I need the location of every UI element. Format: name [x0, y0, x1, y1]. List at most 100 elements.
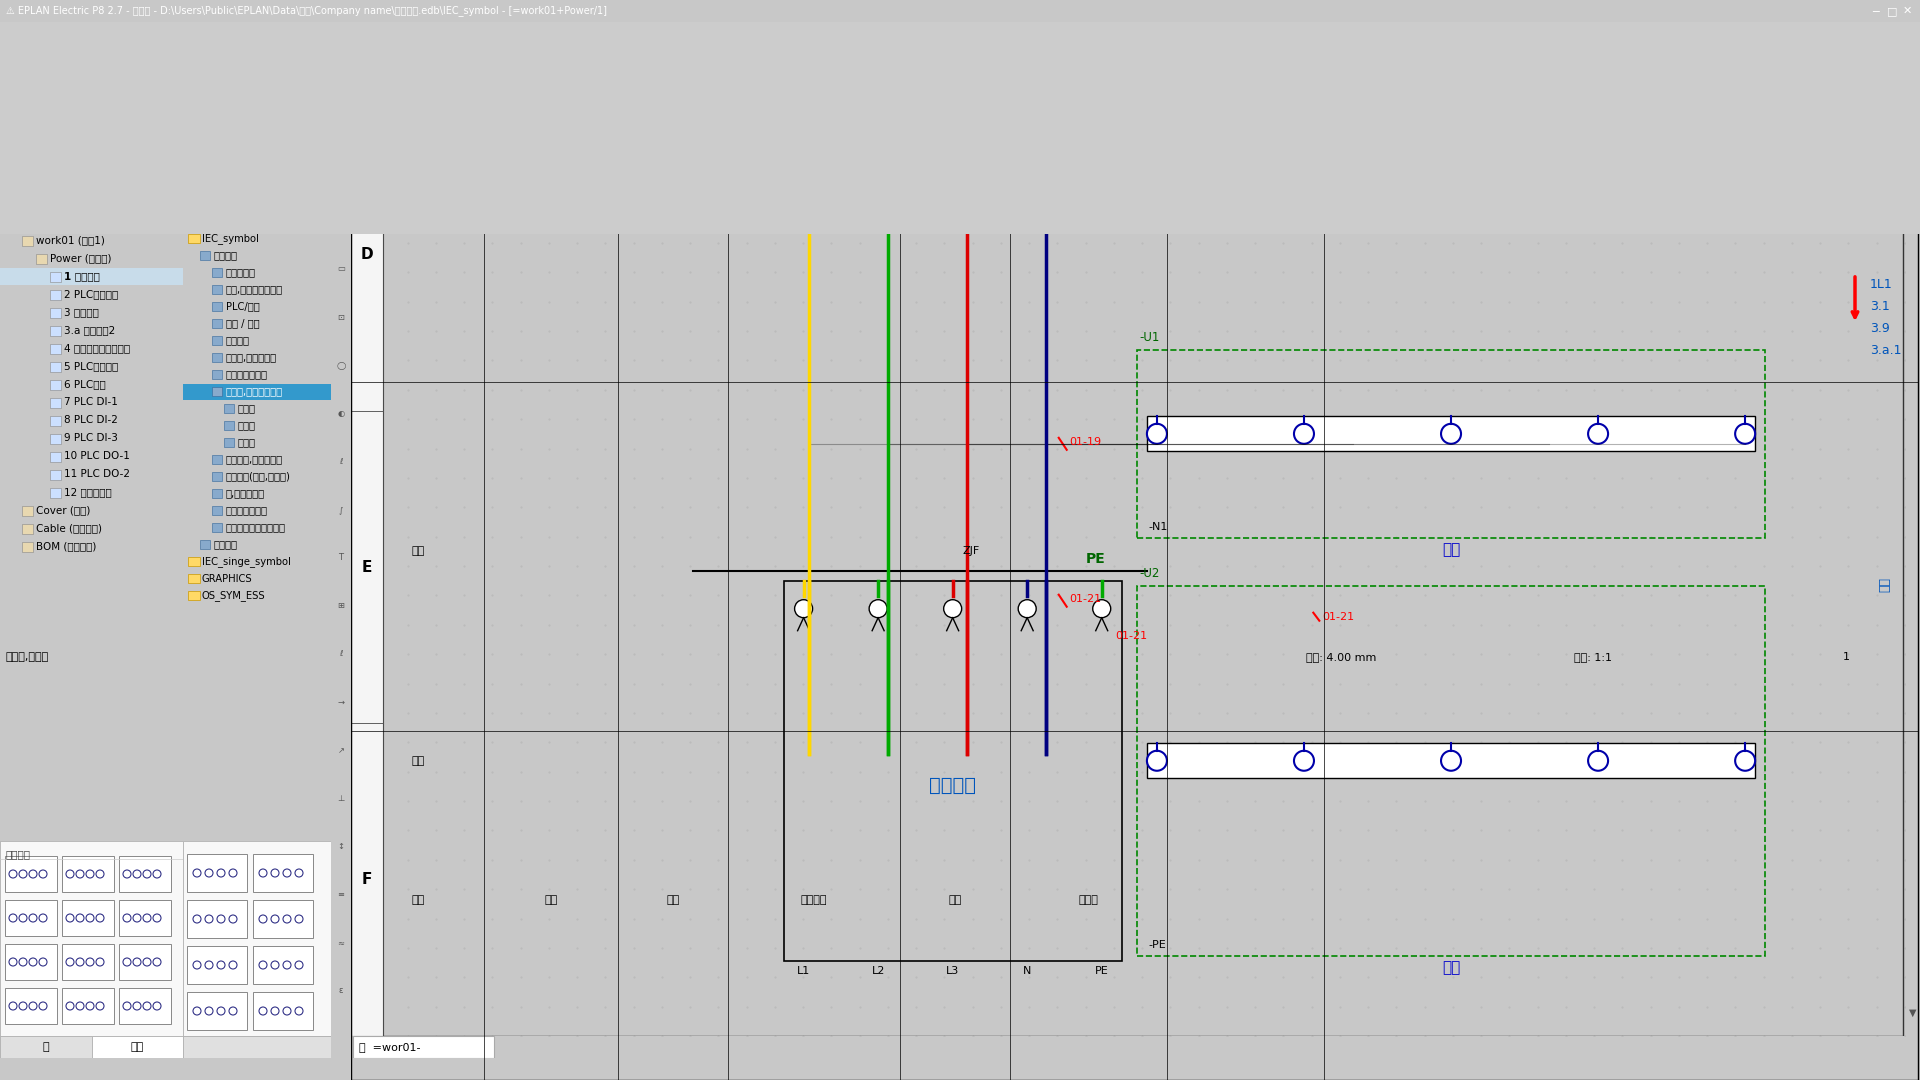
Bar [50, 488, 61, 498]
Bar [1248, 46, 1290, 67]
Text: -U1: -U1 [1139, 330, 1160, 343]
Text: 01-21: 01-21 [1069, 594, 1102, 604]
Bar [1092, 46, 1135, 67]
Text: -U2: -U2 [1139, 567, 1160, 580]
Bar [108, 72, 150, 93]
Bar [108, 46, 150, 67]
Circle shape [1018, 599, 1037, 618]
Text: 特殊符号: 特殊符号 [213, 540, 238, 550]
Circle shape [1736, 751, 1755, 771]
Bar [186, 146, 328, 163]
Bar [419, 46, 461, 67]
Text: □: □ [1887, 6, 1897, 16]
Text: work01 (工艺1): work01 (工艺1) [36, 235, 106, 245]
Text: 姓名: 姓名 [666, 895, 680, 905]
Bar [50, 399, 61, 408]
Bar [211, 472, 223, 481]
Text: L1: L1 [797, 966, 810, 976]
Text: 变频器,变压器和整流: 变频器,变压器和整流 [227, 387, 282, 396]
Bar [1300, 46, 1342, 67]
Text: ≡: ≡ [338, 890, 344, 899]
Text: Power (电源柜): Power (电源柜) [50, 253, 111, 264]
Text: 电缆 / 天线: 电缆 / 天线 [227, 319, 259, 328]
Bar [522, 72, 564, 93]
Bar [6, 900, 58, 936]
Bar [188, 234, 200, 243]
Bar [50, 291, 61, 300]
Bar [6, 988, 58, 1024]
Bar [470, 46, 513, 67]
Bar [6, 856, 58, 892]
Text: -N1: -N1 [1148, 522, 1167, 531]
Bar [50, 416, 61, 426]
Text: 日期: 日期 [545, 895, 557, 905]
Bar [1455, 46, 1498, 67]
Bar [470, 72, 513, 93]
Circle shape [1092, 599, 1110, 618]
Bar [6, 944, 58, 980]
Bar [182, 384, 330, 400]
Text: 示例项目: 示例项目 [21, 217, 46, 227]
Text: 整流器: 整流器 [238, 437, 255, 447]
Bar [1352, 46, 1394, 67]
Text: 1L1: 1L1 [1870, 278, 1893, 291]
Bar [61, 944, 113, 980]
Text: →: → [338, 698, 344, 706]
Bar [263, 46, 305, 67]
Text: 01-21: 01-21 [1116, 631, 1148, 640]
Bar [783, 581, 1121, 961]
Text: □: □ [338, 217, 346, 226]
Bar [119, 944, 171, 980]
Bar [1352, 72, 1394, 93]
Text: CZZK: CZZK [1096, 197, 1127, 207]
Bar [211, 268, 223, 276]
Bar [989, 46, 1031, 67]
Text: 校对: 校对 [411, 546, 424, 556]
Text: 变压器,变频器: 变压器,变频器 [6, 652, 50, 662]
Text: 筛选器: (F): 筛选器: (F) [6, 126, 50, 139]
Text: 5 PLC输出控制: 5 PLC输出控制 [63, 361, 119, 372]
Text: −: − [154, 100, 163, 113]
Bar [937, 46, 979, 67]
Text: 日期: 日期 [411, 197, 424, 207]
Bar [211, 302, 223, 311]
Bar [211, 46, 253, 67]
Circle shape [1294, 751, 1313, 771]
Text: 替换人: 替换人 [1079, 895, 1098, 905]
Text: 替换: 替换 [948, 895, 962, 905]
Text: 原始项目: 原始项目 [801, 895, 828, 905]
Bar [730, 46, 772, 67]
Text: 电压源和发电机: 电压源和发电机 [227, 369, 269, 379]
Text: ⌒: ⌒ [338, 168, 344, 177]
Text: ▲: ▲ [1908, 114, 1916, 124]
Text: 3.a.1: 3.a.1 [1870, 343, 1901, 356]
Text: - 未激活 -: - 未激活 - [8, 148, 46, 161]
Text: ≈: ≈ [338, 939, 344, 947]
Bar [50, 453, 61, 462]
Text: PE: PE [1094, 966, 1108, 976]
Bar [309, 146, 328, 163]
Text: −: − [301, 100, 311, 113]
Text: -PE: -PE [1148, 940, 1167, 949]
Text: 变压器: 变压器 [238, 404, 255, 414]
Bar [188, 557, 200, 566]
Text: 表: 表 [42, 1042, 50, 1052]
Bar [186, 946, 248, 984]
Text: ↕: ↕ [338, 842, 344, 851]
Text: GRAPHICS: GRAPHICS [202, 573, 253, 583]
Bar [225, 421, 234, 430]
Circle shape [1588, 751, 1609, 771]
Bar [1146, 743, 1755, 779]
Bar [200, 251, 209, 260]
Bar [351, 410, 382, 724]
Text: N: N [1023, 966, 1031, 976]
Text: 9 PLC DI-3: 9 PLC DI-3 [63, 433, 117, 443]
Text: D: D [361, 247, 372, 261]
Bar [419, 72, 461, 93]
Text: ─: ─ [1872, 6, 1880, 16]
Bar [21, 524, 33, 534]
Bar [382, 98, 1903, 126]
Bar [678, 46, 720, 67]
Bar [522, 46, 564, 67]
Bar [626, 46, 668, 67]
